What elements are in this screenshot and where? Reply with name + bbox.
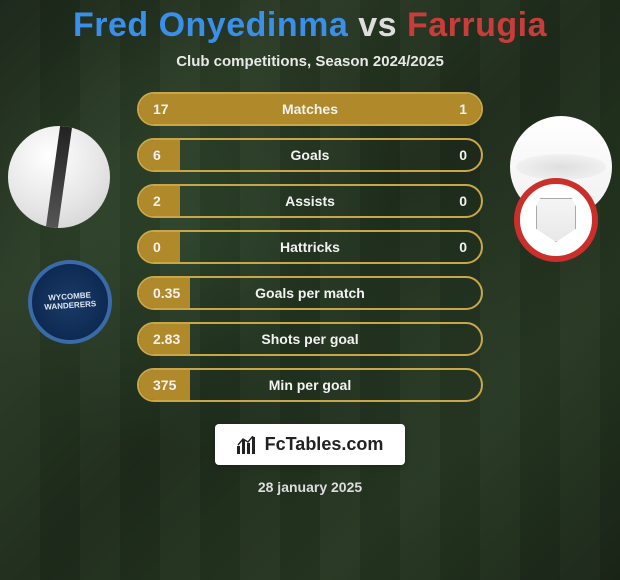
stat-row: 0.35 Goals per match xyxy=(137,276,483,310)
shield-icon xyxy=(536,198,576,242)
page-title: Fred Onyedinma vs Farrugia xyxy=(73,6,547,45)
stat-label: Assists xyxy=(199,193,421,209)
stat-left-value: 17 xyxy=(139,101,199,117)
source-badge-text: FcTables.com xyxy=(265,434,384,455)
club-crest-left-text: WYCOMBE WANDERERS xyxy=(31,291,108,314)
stat-row: 2.83 Shots per goal xyxy=(137,322,483,356)
club-crest-left: WYCOMBE WANDERERS xyxy=(28,260,112,344)
stat-right-value: 1 xyxy=(421,101,481,117)
bar-chart-icon xyxy=(237,436,257,454)
stat-label: Min per goal xyxy=(199,377,421,393)
stat-left-value: 0.35 xyxy=(139,285,199,301)
stat-right-value: 0 xyxy=(421,239,481,255)
stat-left-value: 2 xyxy=(139,193,199,209)
stat-row: 2 Assists 0 xyxy=(137,184,483,218)
date-label: 28 january 2025 xyxy=(258,479,362,495)
stat-row: 6 Goals 0 xyxy=(137,138,483,172)
stat-label: Hattricks xyxy=(199,239,421,255)
stat-row: 17 Matches 1 xyxy=(137,92,483,126)
stat-left-value: 0 xyxy=(139,239,199,255)
source-badge: FcTables.com xyxy=(215,424,406,465)
stat-label: Goals xyxy=(199,147,421,163)
stat-left-value: 2.83 xyxy=(139,331,199,347)
stat-left-value: 375 xyxy=(139,377,199,393)
stat-label: Matches xyxy=(199,101,421,117)
stat-label: Goals per match xyxy=(199,285,421,301)
stat-left-value: 6 xyxy=(139,147,199,163)
stat-label: Shots per goal xyxy=(199,331,421,347)
player-a-photo xyxy=(8,126,110,228)
stat-right-value: 0 xyxy=(421,147,481,163)
player-a-name: Fred Onyedinma xyxy=(73,6,348,44)
stat-row: 375 Min per goal xyxy=(137,368,483,402)
stat-row: 0 Hattricks 0 xyxy=(137,230,483,264)
player-b-name: Farrugia xyxy=(407,6,547,44)
vs-label: vs xyxy=(358,6,397,44)
club-crest-right xyxy=(514,178,598,262)
subtitle: Club competitions, Season 2024/2025 xyxy=(176,53,444,70)
stat-right-value: 0 xyxy=(421,193,481,209)
